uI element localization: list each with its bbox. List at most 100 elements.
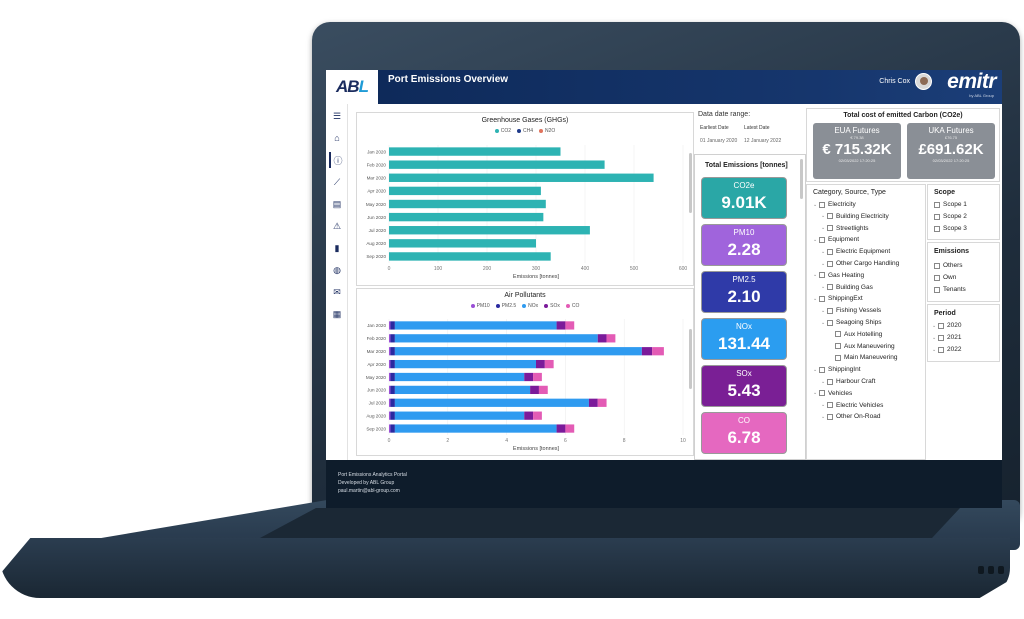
chevron-down-icon[interactable]: ⌄ [821, 413, 826, 420]
checkbox[interactable] [827, 378, 833, 385]
checkbox[interactable] [827, 307, 833, 314]
filter-option[interactable]: Others [934, 262, 963, 269]
checkbox[interactable] [827, 213, 833, 220]
checkbox[interactable] [938, 322, 944, 329]
emission-card-sox[interactable]: SOx 5.43 [701, 365, 787, 407]
chevron-down-icon[interactable]: ⌄ [821, 248, 826, 255]
warning-icon[interactable]: ⚠ [332, 220, 342, 231]
grid-icon[interactable]: ▦ [332, 308, 342, 319]
chevron-down-icon[interactable]: ⌄ [932, 334, 937, 341]
filter-option[interactable]: ⌄ 2021 [932, 334, 961, 341]
tree-item[interactable]: Aux Hotelling [829, 331, 882, 338]
checkbox[interactable] [827, 319, 833, 326]
document-icon[interactable]: ▤ [332, 198, 342, 209]
checkbox[interactable] [827, 402, 833, 409]
home-icon[interactable]: ⌂ [334, 133, 340, 143]
filter-option[interactable]: ⌄ 2022 [932, 346, 961, 353]
checkbox[interactable] [819, 295, 825, 302]
chevron-down-icon[interactable]: ⌄ [813, 201, 818, 208]
filter-option[interactable]: ⌄ 2020 [932, 322, 961, 329]
tree-item[interactable]: ⌄ Harbour Craft [821, 378, 875, 385]
chevron-down-icon[interactable]: ⌄ [821, 284, 826, 291]
bar-chart-icon[interactable]: ▮ [334, 242, 340, 253]
scrollbar[interactable] [800, 159, 803, 199]
tree-item[interactable]: ⌄ Vehicles [813, 390, 852, 397]
uka-futures-tile[interactable]: UKA Futures £76.75 £691.62K 02/03/2022 1… [907, 123, 995, 179]
tree-item[interactable]: ⌄ Fishing Vessels [821, 307, 881, 314]
tree-item[interactable]: ⌄ Seagoing Ships [821, 319, 882, 326]
checkbox[interactable] [819, 390, 825, 397]
chevron-down-icon[interactable]: ⌄ [821, 378, 826, 385]
checkbox[interactable] [819, 236, 825, 243]
legend-item-co[interactable]: CO [565, 303, 579, 309]
tree-item[interactable]: ⌄ Other Cargo Handling [821, 260, 899, 267]
scrollbar[interactable] [689, 153, 692, 213]
checkbox[interactable] [934, 201, 940, 208]
filter-option[interactable]: Scope 3 [934, 225, 967, 232]
checkbox[interactable] [819, 272, 825, 279]
emission-card-pm25[interactable]: PM2.5 2.10 [701, 271, 787, 313]
emission-card-pm10[interactable]: PM10 2.28 [701, 224, 787, 266]
tree-item[interactable]: ⌄ Building Gas [821, 284, 873, 291]
emission-card-co[interactable]: CO 6.78 [701, 412, 787, 454]
checkbox[interactable] [827, 413, 833, 420]
legend-item-nox[interactable]: NOx [522, 303, 538, 309]
checkbox[interactable] [827, 225, 833, 232]
checkbox[interactable] [934, 213, 940, 220]
checkbox[interactable] [819, 201, 825, 208]
globe-icon[interactable]: ◍ [333, 264, 341, 275]
chevron-down-icon[interactable]: ⌄ [821, 319, 826, 326]
checkbox[interactable] [934, 274, 940, 281]
checkbox[interactable] [835, 343, 841, 350]
chevron-down-icon[interactable]: ⌄ [821, 402, 826, 409]
tree-item[interactable]: ⌄ Other On-Road [821, 413, 880, 420]
legend-item-co2[interactable]: CO2 [494, 128, 511, 134]
legend-item-n2o[interactable]: N2O [539, 128, 555, 134]
chevron-down-icon[interactable]: ⌄ [821, 260, 826, 267]
tree-item[interactable]: ⌄ Gas Heating [813, 272, 864, 279]
legend-item-pm10[interactable]: PM10 [470, 303, 490, 309]
chevron-down-icon[interactable]: ⌄ [813, 390, 818, 397]
filter-option[interactable]: Scope 2 [934, 213, 967, 220]
tree-item[interactable]: ⌄ Streetlights [821, 225, 869, 232]
chevron-down-icon[interactable]: ⌄ [813, 272, 818, 279]
checkbox[interactable] [827, 260, 833, 267]
checkbox[interactable] [819, 366, 825, 373]
info-icon[interactable]: ⓘ [329, 152, 345, 168]
chevron-down-icon[interactable]: ⌄ [821, 307, 826, 314]
filter-option[interactable]: Scope 1 [934, 201, 967, 208]
checkbox[interactable] [835, 331, 841, 338]
chevron-down-icon[interactable]: ⌄ [813, 236, 818, 243]
chevron-down-icon[interactable]: ⌄ [821, 225, 826, 232]
tree-item[interactable]: ⌄ ShippingInt [813, 366, 861, 373]
checkbox[interactable] [934, 286, 940, 293]
tree-item[interactable]: ⌄ Equipment [813, 236, 859, 243]
tree-item[interactable]: ⌄ Building Electricity [821, 213, 889, 220]
footer-email[interactable]: paul.martin@abl-group.com [338, 488, 400, 494]
checkbox[interactable] [835, 354, 841, 361]
checkbox[interactable] [938, 334, 944, 341]
filter-option[interactable]: Tenants [934, 286, 966, 293]
chevron-down-icon[interactable]: ⌄ [813, 295, 818, 302]
line-chart-icon[interactable]: ⟋ [333, 176, 341, 187]
chevron-down-icon[interactable]: ⌄ [821, 213, 826, 220]
filter-option[interactable]: Own [934, 274, 956, 281]
scrollbar[interactable] [689, 329, 692, 389]
tree-item[interactable]: ⌄ Electric Equipment [821, 248, 890, 255]
abl-logo[interactable]: AB L [326, 70, 378, 104]
tree-item[interactable]: Aux Maneuvering [829, 343, 895, 350]
tree-item[interactable]: ⌄ ShippingExt [813, 295, 863, 302]
tree-item[interactable]: Main Maneuvering [829, 354, 897, 361]
checkbox[interactable] [827, 284, 833, 291]
legend-item-ch4[interactable]: CH4 [516, 128, 533, 134]
tree-item[interactable]: ⌄ Electricity [813, 201, 856, 208]
legend-item-pm25[interactable]: PM2.5 [495, 303, 516, 309]
emission-card-co2e[interactable]: CO2e 9.01K [701, 177, 787, 219]
emission-card-nox[interactable]: NOx 131.44 [701, 318, 787, 360]
tree-item[interactable]: ⌄ Electric Vehicles [821, 402, 883, 409]
mail-icon[interactable]: ✉ [333, 286, 341, 297]
eua-futures-tile[interactable]: EUA Futures € 79.38 € 715.32K 02/03/2022… [813, 123, 901, 179]
menu-icon[interactable]: ☰ [332, 110, 342, 121]
checkbox[interactable] [934, 225, 940, 232]
chevron-down-icon[interactable]: ⌄ [932, 322, 937, 329]
